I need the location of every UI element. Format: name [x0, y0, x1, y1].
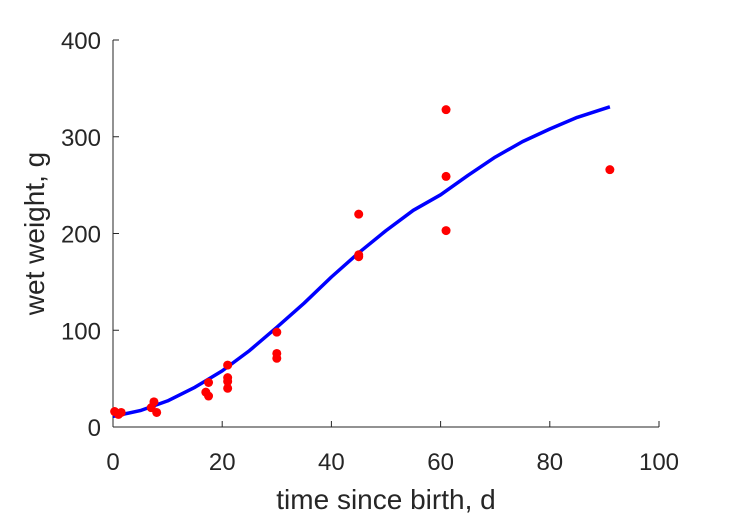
x-tick-label: 40 [318, 449, 345, 476]
y-tick-label: 200 [61, 222, 101, 249]
x-axis-label: time since birth, d [276, 484, 495, 515]
fit-curve-line [112, 105, 611, 419]
series-points [110, 105, 615, 419]
data-point [272, 348, 282, 358]
data-point [223, 383, 233, 393]
data-point [354, 250, 364, 260]
data-point [116, 407, 126, 417]
x-tick-label: 0 [106, 449, 119, 476]
data-point [149, 397, 159, 407]
x-tick-label: 20 [209, 449, 236, 476]
x-tick-label: 100 [639, 449, 679, 476]
data-point [441, 105, 451, 115]
data-point [152, 407, 162, 417]
data-point [605, 165, 615, 175]
y-tick-label: 400 [61, 28, 101, 55]
data-point [272, 327, 282, 337]
y-tick-label: 300 [61, 125, 101, 152]
y-tick-label: 0 [88, 415, 101, 442]
axes [112, 40, 659, 428]
data-point [223, 373, 233, 383]
data-point [223, 360, 233, 370]
x-tick-label: 80 [536, 449, 563, 476]
x-tick-label: 60 [427, 449, 454, 476]
series-lines [112, 105, 611, 419]
data-point [204, 391, 214, 401]
data-point [441, 171, 451, 181]
data-point [354, 209, 364, 219]
data-point [441, 226, 451, 236]
y-tick-label: 100 [61, 318, 101, 345]
ticks: 0 20 40 60 80 100 0 100 200 300 400 [61, 28, 679, 476]
data-point [204, 377, 214, 387]
y-axis-label: wet weight, g [19, 152, 50, 316]
